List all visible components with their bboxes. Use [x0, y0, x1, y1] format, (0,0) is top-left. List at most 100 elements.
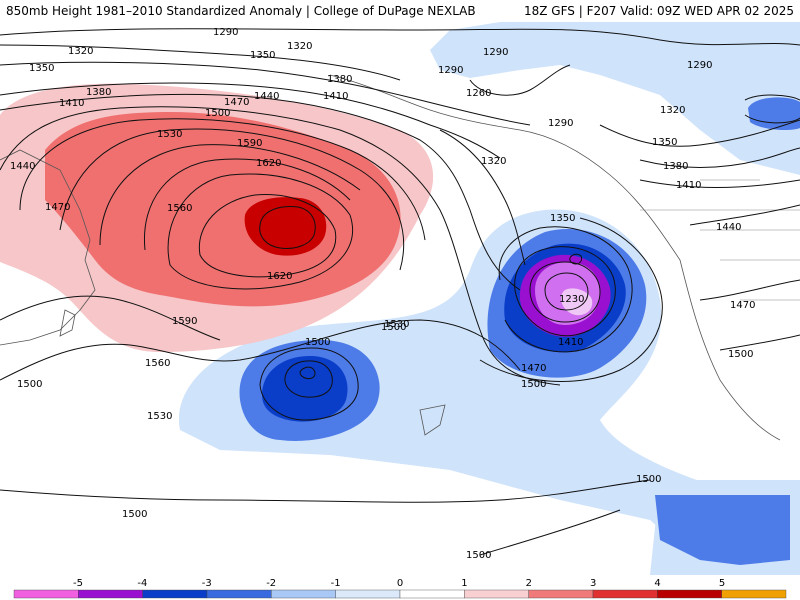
contour-label-1470: 1470: [730, 300, 755, 311]
colorbar-tick-label: -2: [266, 578, 276, 589]
contour-1320-north: [0, 44, 401, 81]
colorbar-swatch: [142, 589, 208, 599]
colorbar-swatch: [464, 589, 529, 599]
contour-1620: [198, 194, 337, 278]
contour-label-1500: 1500: [521, 379, 546, 390]
colorbar-swatch: [399, 589, 465, 599]
contour-label-1500: 1500: [728, 349, 753, 360]
contour-label-1290: 1290: [548, 118, 573, 129]
contour-1500-far-south: [479, 509, 621, 556]
contour-label-1320: 1320: [68, 46, 93, 57]
anomaly-area-north: [430, 22, 800, 175]
contour-1530-south: [0, 319, 521, 381]
contour-1350-north: [0, 61, 531, 126]
contour-1650: [259, 206, 316, 249]
contour-label-1590: 1590: [172, 316, 197, 327]
contour-1560-south: [0, 295, 221, 341]
contour-label-1470: 1470: [521, 363, 546, 374]
contour-label-1500: 1500: [305, 337, 330, 348]
contour-low-east-3: [529, 261, 601, 323]
contour-label-1560: 1560: [145, 358, 170, 369]
colorbar-tick-label: -1: [331, 578, 341, 589]
contour-low-east-4: [544, 272, 589, 311]
colorbar-tick-label: 5: [719, 578, 725, 589]
contour-label-1410: 1410: [59, 98, 84, 109]
colorbar-swatch: [528, 589, 594, 599]
colorbar-swatch: [721, 589, 787, 599]
contour-label-1410: 1410: [558, 337, 583, 348]
contour-1440-east: [689, 204, 800, 226]
positive-anomaly-shading: [0, 83, 434, 352]
contour-label-1530: 1530: [147, 411, 172, 422]
colorbar-tick-label: 1: [461, 578, 467, 589]
contour-label-1290: 1290: [687, 60, 712, 71]
contour-low-east-2: [514, 246, 616, 337]
contour-label-1290: 1290: [438, 65, 463, 76]
contour-label-1590: 1590: [237, 138, 262, 149]
anomaly-minus2-southeast: [655, 495, 790, 565]
contour-low-west-1: [259, 347, 359, 421]
contour-1410-east: [639, 179, 800, 188]
contour-1380: [0, 82, 501, 159]
title-bar: 850mb Height 1981–2010 Standardized Anom…: [0, 0, 800, 22]
us-state-borders: [640, 179, 800, 301]
contour-label-1230: 1230: [559, 294, 584, 305]
colorbar-tick-label: 2: [526, 578, 532, 589]
asia-coastline: [0, 149, 96, 346]
model-run-info: 18Z GFS | F207 Valid: 09Z WED APR 02 202…: [523, 4, 794, 18]
contour-label-1470: 1470: [45, 202, 70, 213]
contour-1530-high: [99, 144, 361, 246]
hawaii-islands: [419, 404, 446, 436]
contour-label-1470: 1470: [224, 97, 249, 108]
contour-label-1530: 1530: [157, 129, 182, 140]
contour-label-1260: 1260: [466, 88, 491, 99]
contour-low-west-2: [284, 360, 333, 398]
contour-1560-high: [143, 158, 351, 251]
contour-1500-south: [0, 479, 651, 503]
colorbar-tick-label: -5: [73, 578, 83, 589]
contour-label-1380: 1380: [327, 74, 352, 85]
colorbar-swatch: [657, 589, 722, 599]
contour-low-northeast: [744, 94, 800, 124]
contour-label-1440: 1440: [254, 91, 279, 102]
contour-1410: [0, 93, 521, 291]
contour-labels: 1290 1290 1290 1290 1290 1260 1320 1320 …: [10, 27, 755, 561]
contour-1290-north: [0, 28, 800, 46]
colorbar-tick-label: -4: [137, 578, 147, 589]
colorbar-swatch: [335, 589, 401, 599]
contour-label-1560: 1560: [167, 203, 192, 214]
colorbar-swatch: [206, 589, 272, 599]
colorbar-legend: -5 -4 -3 -2 -1 0 1 2 3 4 5: [0, 575, 800, 600]
anomaly-core: [560, 288, 593, 316]
contour-1470-east: [699, 279, 800, 301]
contour-1350-east: [599, 119, 800, 147]
contour-label-1620: 1620: [267, 271, 292, 282]
contour-label-1500: 1500: [466, 550, 491, 561]
map-title: 850mb Height 1981–2010 Standardized Anom…: [6, 4, 476, 18]
north-america-coastline: [329, 74, 781, 441]
contour-label-1350: 1350: [652, 137, 677, 148]
contour-label-1320: 1320: [660, 105, 685, 116]
colorbar-ticks: -5 -4 -3 -2 -1 0 1 2 3 4 5: [73, 578, 725, 589]
anomaly-plus2: [45, 112, 401, 307]
contour-label-1440: 1440: [10, 161, 35, 172]
contour-low-east-1: [498, 226, 633, 353]
colorbar-swatch: [271, 589, 336, 599]
contour-low-east-center: [569, 253, 583, 265]
contour-1500-east-2: [719, 334, 800, 351]
contour-low-west-center: [299, 366, 316, 380]
contour-1590: [167, 173, 354, 290]
contour-label-1410: 1410: [323, 91, 348, 102]
anomaly-minus2-northeast: [748, 97, 800, 130]
colorbar-swatch: [78, 589, 143, 599]
contour-1500-high: [59, 128, 405, 271]
contour-label-1350: 1350: [29, 63, 54, 74]
colorbar-swatches: [13, 589, 787, 599]
contour-label-1410: 1410: [676, 180, 701, 191]
anomaly-minus3-west: [262, 355, 348, 422]
contour-label-1500: 1500: [122, 509, 147, 520]
contour-label-1290: 1290: [213, 27, 238, 38]
map-canvas: 1290 1290 1290 1290 1290 1260 1320 1320 …: [0, 22, 800, 575]
contour-1500-east: [479, 217, 663, 382]
